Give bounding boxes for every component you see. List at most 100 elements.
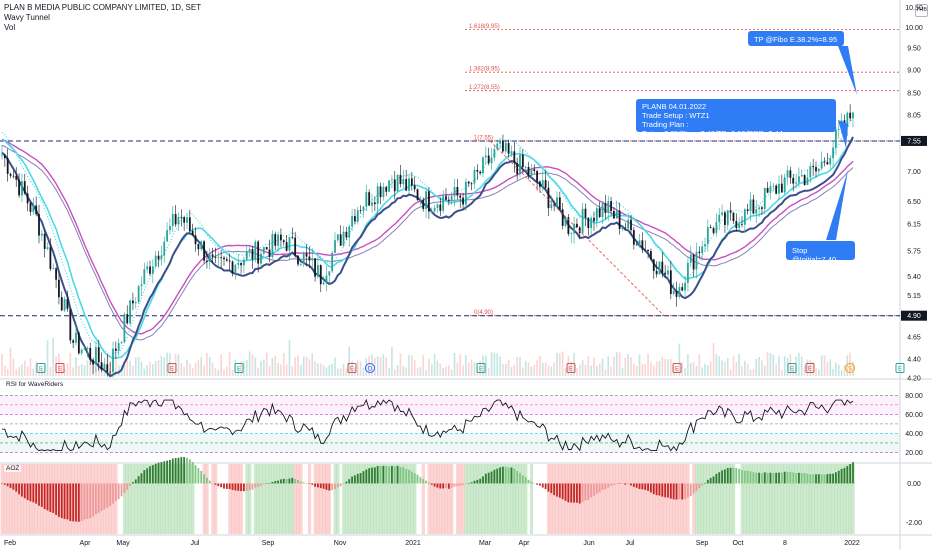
volume-bar — [707, 365, 709, 376]
aoz-bar — [117, 483, 120, 500]
aoz-bar — [15, 483, 18, 492]
aoz-zone — [421, 464, 425, 534]
volume-bar — [815, 368, 817, 376]
volume-bar — [208, 356, 211, 376]
volume-bar — [263, 359, 265, 376]
aoz-zone — [142, 464, 147, 534]
aoz-bar — [223, 483, 225, 489]
candle-body — [38, 214, 40, 236]
candle-body — [536, 171, 538, 182]
volume-bar — [49, 366, 52, 376]
aoz-bar — [149, 466, 151, 484]
aoz-bar — [530, 481, 533, 484]
stop-callout[interactable]: Stop @Initial=7.40 — [786, 241, 855, 264]
aoz-bar — [826, 474, 829, 484]
aoz-zone — [478, 464, 482, 534]
aoz-bar — [672, 483, 675, 500]
aoz-bar — [29, 483, 32, 502]
aoz-zone — [828, 464, 832, 534]
candle-body — [319, 265, 322, 285]
aoz-zone — [692, 464, 696, 534]
candle-body — [151, 266, 154, 274]
candle-body — [58, 279, 60, 298]
aoz-bar — [519, 472, 521, 484]
aoz-bar — [766, 472, 769, 484]
candle-body — [410, 178, 413, 186]
aoz-zone — [288, 464, 292, 534]
candle-body — [40, 233, 43, 236]
event-marker-label: E — [237, 367, 241, 373]
aoz-zone — [433, 464, 437, 534]
plan-line-3: Trading Plan : Entry=7.85/Stop=7.40/TP=8… — [642, 120, 783, 138]
volume-bar — [334, 357, 336, 376]
aoz-bar — [254, 483, 257, 488]
volume-bar — [282, 352, 285, 376]
candle-body — [425, 191, 427, 209]
aoz-bar — [23, 483, 26, 499]
candle-body — [462, 197, 464, 205]
aoz-zone — [536, 464, 539, 534]
volume-bar — [9, 347, 12, 376]
volume-bar — [86, 360, 89, 376]
volume-bar — [465, 355, 467, 376]
aoz-zone — [296, 464, 300, 534]
aoz-bar — [706, 479, 709, 484]
candle-body — [755, 209, 758, 214]
price-panel[interactable] — [0, 0, 900, 378]
candle-body — [692, 254, 695, 270]
aoz-bar — [715, 473, 718, 484]
aoz-bar — [200, 470, 203, 484]
candle-body — [422, 199, 425, 209]
volume-bar — [391, 347, 393, 376]
candle-body — [345, 231, 348, 238]
aoz-zone — [367, 464, 371, 534]
candle-body — [507, 143, 510, 154]
aoz-zone — [754, 464, 758, 534]
aoz-zone — [436, 464, 440, 534]
candle-body — [669, 270, 672, 294]
aoz-zone — [373, 464, 377, 534]
aoz-zone — [220, 464, 223, 534]
aoz-zone — [245, 464, 249, 534]
aoz-bar — [795, 473, 797, 484]
volume-bar — [157, 360, 160, 376]
aoz-bar — [268, 483, 271, 484]
aoz-zone — [729, 464, 733, 534]
volume-bar — [123, 362, 126, 376]
volume-bar — [419, 367, 422, 376]
aoz-title[interactable]: AOZ — [4, 465, 22, 472]
candle-body — [846, 112, 849, 128]
candle-body — [305, 253, 308, 257]
volume-bar — [655, 361, 658, 376]
indicator-volume[interactable]: Vol — [4, 23, 16, 32]
symbol-title: PLAN B MEDIA PUBLIC COMPANY LIMITED, 1D,… — [4, 3, 202, 12]
aoz-zone — [606, 464, 610, 534]
candle-body — [77, 332, 80, 354]
trading-plan-callout[interactable]: PLANB 04.01.2022 Trade Setup : WTZ1 Trad… — [636, 99, 836, 138]
aoz-bar — [789, 471, 792, 484]
candle-body — [154, 255, 157, 267]
aoz-bar — [100, 483, 103, 511]
aoz-bar — [348, 479, 351, 484]
candle-body — [371, 202, 373, 206]
candle-body — [721, 212, 723, 215]
event-marker-label: E — [479, 367, 483, 373]
aoz-zone — [643, 464, 647, 534]
price-axis: 10.50 10.00 9.50 9.00 8.50 8.05 7.55 7.00 6.50 6.… — [901, 5, 927, 383]
volume-bar — [687, 354, 689, 376]
aoz-bar — [493, 469, 496, 484]
aoz-bar — [339, 483, 342, 487]
aoz-bar — [356, 473, 359, 484]
aoz-zone — [387, 464, 391, 534]
candle-body — [92, 359, 94, 365]
candle-body — [191, 230, 194, 236]
volume-bar — [832, 368, 834, 376]
aoz-bar — [632, 483, 635, 487]
aoz-zone — [322, 464, 326, 534]
rsi-title[interactable]: RSI for WaveRiders — [4, 381, 66, 388]
aoz-bar — [835, 472, 837, 484]
tp-callout[interactable]: TP @Fibo E.38.2%=8.95 — [748, 31, 844, 46]
aoz-bar — [647, 483, 649, 491]
indicator-wavy-tunnel[interactable]: Wavy Tunnel — [4, 13, 50, 22]
aoz-zone — [717, 464, 721, 534]
